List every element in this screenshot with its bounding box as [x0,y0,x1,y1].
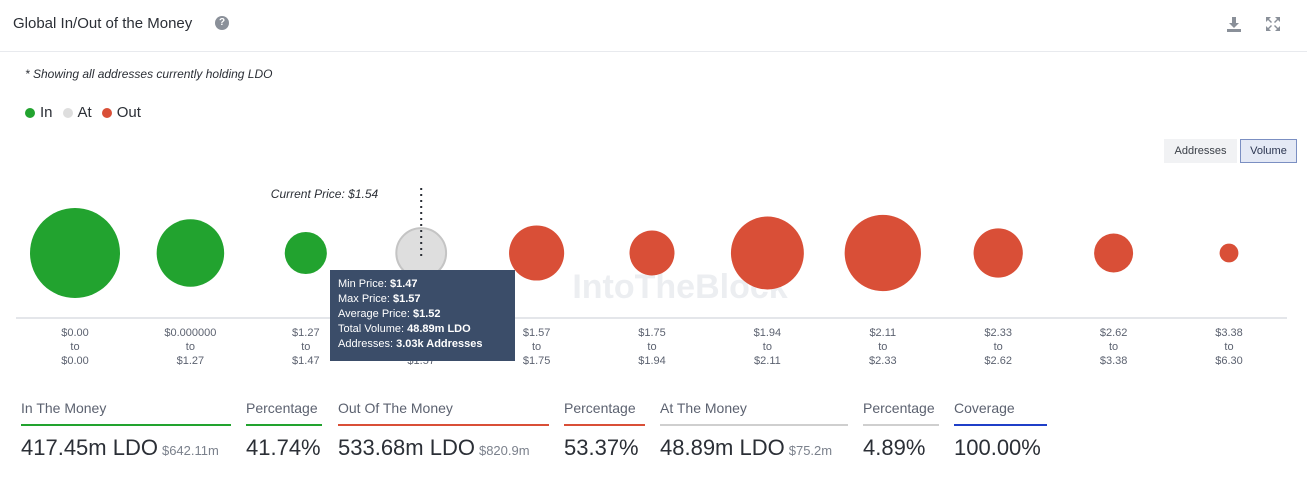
tooltip-volume: Total Volume: 48.89m LDO [338,323,471,335]
tick-label-from: $0.00 [61,327,89,339]
bubble-out[interactable] [973,228,1023,278]
stat-value: 48.89m LDO $75.2m [660,435,833,460]
tick-label-to-value: $2.11 [754,355,781,367]
tick-label-to-value: $3.38 [1100,355,1128,367]
stat-at-the-money: At The Money 48.89m LDO $75.2m [660,400,848,461]
stat-value: 100.00% [954,435,1041,460]
legend-label-out: Out [116,104,141,121]
stat-label: Percentage [246,400,322,426]
addresses-toggle-button[interactable]: Addresses [1164,139,1237,163]
tick-label-to: to [647,341,656,353]
download-icon[interactable] [1225,15,1243,33]
tick-label-to: to [878,341,887,353]
expand-icon[interactable] [1264,15,1282,33]
page-title: Global In/Out of the Money [13,15,193,32]
stat-in-the-money: In The Money 417.45m LDO $642.11m [21,400,231,461]
legend-label-in: In [40,104,53,121]
tick-label-to: to [186,341,195,353]
stat-value: 41.74% [246,435,321,460]
tick-label-to-value: $2.62 [984,355,1012,367]
tick-label-from: $2.62 [1100,327,1128,339]
tick-label-to: to [1224,341,1233,353]
stat-label: Coverage [954,400,1047,426]
tick-label-to: to [1109,341,1118,353]
tooltip-average: Average Price: $1.52 [338,308,441,320]
tick-label-to: to [994,341,1003,353]
chart-tooltip: Min Price: $1.47 Max Price: $1.57 Averag… [330,270,515,361]
tick-label-to-value: $6.30 [1215,355,1243,367]
legend-item-at[interactable]: At [62,104,92,121]
legend-item-in[interactable]: In [25,104,53,121]
tick-label-to-value: $1.47 [292,355,320,367]
holders-note: * Showing all addresses currently holdin… [25,67,273,81]
stat-label: Percentage [564,400,645,426]
tick-label-from: $0.000000 [164,327,216,339]
stat-value: 533.68m LDO $820.9m [338,435,530,460]
stat-out-percentage: Percentage 53.37% [564,400,645,461]
bubble-out[interactable] [844,214,921,292]
tick-label-from: $1.27 [292,327,320,339]
tooltip-addresses: Addresses: 3.03k Addresses [338,338,483,350]
legend-label-at: At [77,104,92,121]
bubble-out[interactable] [730,216,804,290]
stat-label: Percentage [863,400,939,426]
help-icon[interactable]: ? [215,16,229,30]
stat-label: In The Money [21,400,231,426]
stat-label: Out Of The Money [338,400,549,426]
stat-value: 417.45m LDO $642.11m [21,435,219,460]
tick-label-to-value: $0.00 [61,355,89,367]
bubble-chart: IntoTheBlock$0.00to$0.00$0.000000to$1.27… [16,187,1287,367]
bubble-in[interactable] [284,231,327,275]
bubble-out[interactable] [1094,233,1134,273]
tick-label-from: $1.57 [523,327,551,339]
stat-in-percentage: Percentage 41.74% [246,400,322,461]
tick-label-from: $1.94 [754,327,782,339]
tick-label-to: to [70,341,79,353]
tick-label-to: to [763,341,772,353]
bubble-out[interactable] [509,225,565,281]
tick-label-to-value: $1.94 [638,355,666,367]
tick-label-to: to [532,341,541,353]
bubble-out[interactable] [629,230,675,276]
stat-value: 53.37% [564,435,639,460]
tooltip-min: Min Price: $1.47 [338,278,418,290]
chart-legend: In At Out [25,104,141,121]
volume-toggle-button[interactable]: Volume [1240,139,1297,163]
legend-item-out[interactable]: Out [101,104,141,121]
tick-label-from: $2.33 [984,327,1012,339]
bubble-in[interactable] [30,208,120,298]
bubble-in[interactable] [156,219,225,287]
stat-at-percentage: Percentage 4.89% [863,400,939,461]
tick-label-from: $3.38 [1215,327,1243,339]
summary-stats: In The Money 417.45m LDO $642.11m Percent… [0,400,1307,480]
stat-out-of-the-money: Out Of The Money 533.68m LDO $820.9m [338,400,549,461]
panel-header: Global In/Out of the Money ? [0,0,1307,52]
stat-value: 4.89% [863,435,926,460]
tick-label-to: to [301,341,310,353]
legend-dot-in [25,107,35,118]
legend-dot-out [101,107,112,118]
tick-label-from: $1.75 [638,327,666,339]
bubble-out[interactable] [1219,243,1239,263]
tick-label-to-value: $1.27 [177,355,205,367]
tick-label-to-value: $1.75 [523,355,551,367]
tooltip-max: Max Price: $1.57 [338,293,421,305]
tick-label-to-value: $2.33 [869,355,897,367]
stat-label: At The Money [660,400,848,426]
stat-coverage: Coverage 100.00% [954,400,1047,461]
tick-label-from: $2.11 [869,327,896,339]
current-price-label: Current Price: $1.54 [271,187,379,201]
legend-dot-at [62,107,73,118]
